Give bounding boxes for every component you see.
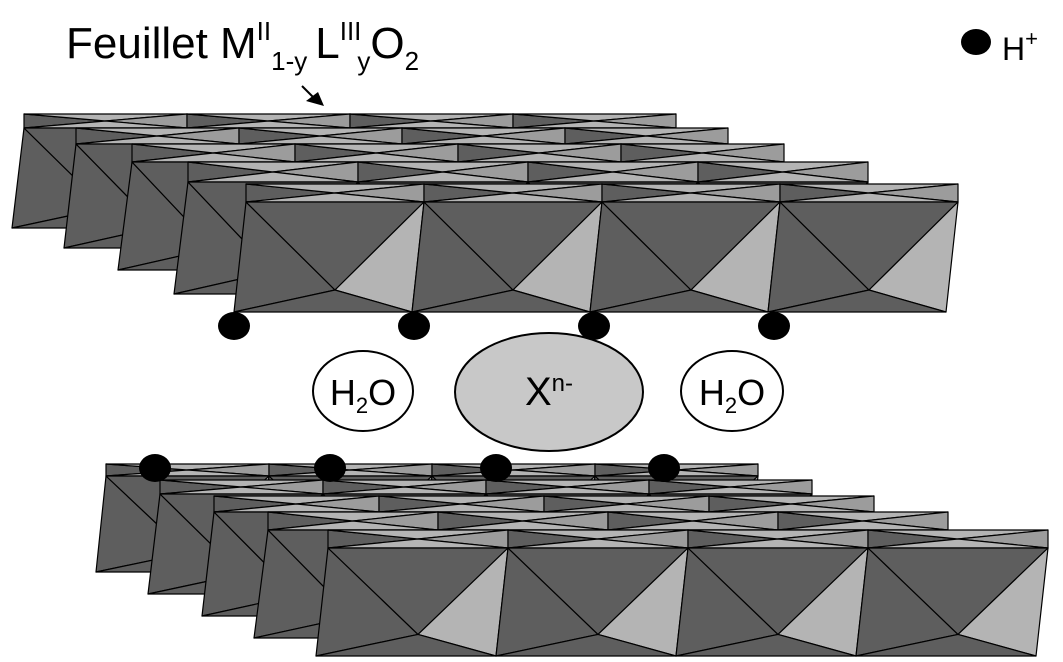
octahedron-front-face <box>855 633 1037 657</box>
water-right-h: H <box>699 372 725 413</box>
octahedron-front-face <box>411 289 591 313</box>
proton-dot <box>218 312 250 340</box>
lower-proton-row <box>139 454 680 482</box>
upper-octahedral-sheet <box>11 113 959 313</box>
water-molecule-right: H2O <box>680 350 784 432</box>
legend: H+ <box>961 26 1038 67</box>
title-o-sub: 2 <box>405 46 419 76</box>
water-right-sub: 2 <box>725 393 737 418</box>
water-right-o: O <box>737 372 765 413</box>
proton-dot <box>398 312 430 340</box>
pointer-arrow <box>301 85 324 106</box>
proton-dot <box>480 454 512 482</box>
octahedron-front-face <box>315 633 497 657</box>
anion-shape <box>454 332 644 452</box>
proton-dot <box>648 454 680 482</box>
title-l-sub: y <box>357 46 370 76</box>
title-m: M <box>220 19 257 68</box>
octahedron-front-face <box>495 633 677 657</box>
water-left-o: O <box>368 372 396 413</box>
anion-ellipse: Xn- <box>454 332 644 452</box>
legend-proton-dot <box>961 29 991 55</box>
water-left-sub: 2 <box>356 393 368 418</box>
title-l: L <box>315 19 339 68</box>
anion-x: X <box>525 370 552 414</box>
title-m-sub: 1-y <box>271 46 307 76</box>
legend-label: H <box>1002 31 1025 67</box>
title-o: O <box>370 19 404 68</box>
lower-octahedral-sheet <box>95 463 1049 657</box>
water-left-h: H <box>330 372 356 413</box>
proton-dot <box>578 312 610 340</box>
proton-dot <box>758 312 790 340</box>
anion-charge: n- <box>552 370 573 397</box>
svg-text:Xn-: Xn- <box>525 370 573 414</box>
octahedron-front-face <box>767 289 947 313</box>
title-m-sup: II <box>257 16 271 46</box>
water-molecule-left: H2O <box>312 350 414 432</box>
octahedron-front-face <box>589 289 769 313</box>
legend-sup: + <box>1025 26 1038 51</box>
svg-text:H2O: H2O <box>699 372 765 418</box>
title-l-sup: III <box>340 16 362 46</box>
svg-text:H+: H+ <box>1002 26 1038 67</box>
octahedron-front-face <box>675 633 857 657</box>
proton-dot <box>139 454 171 482</box>
svg-text:H2O: H2O <box>330 372 396 418</box>
sheet-title: Feuillet MII1-y LIII yO2 <box>66 16 419 76</box>
upper-proton-row <box>218 312 790 340</box>
title-word: Feuillet <box>66 19 208 68</box>
proton-dot <box>314 454 346 482</box>
octahedron-front-face <box>233 289 413 313</box>
